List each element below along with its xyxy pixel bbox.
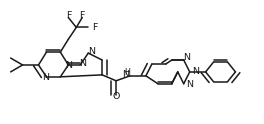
Text: N: N bbox=[43, 73, 49, 82]
Text: H: H bbox=[124, 68, 130, 77]
Text: F: F bbox=[79, 11, 85, 20]
Text: N: N bbox=[122, 70, 129, 79]
Text: F: F bbox=[66, 11, 71, 20]
Text: N: N bbox=[88, 47, 95, 56]
Text: N: N bbox=[65, 61, 72, 70]
Text: N: N bbox=[183, 53, 190, 62]
Text: N: N bbox=[186, 80, 193, 89]
Text: N: N bbox=[79, 59, 86, 68]
Text: N: N bbox=[192, 67, 199, 76]
Text: O: O bbox=[112, 92, 120, 101]
Text: F: F bbox=[92, 23, 97, 32]
